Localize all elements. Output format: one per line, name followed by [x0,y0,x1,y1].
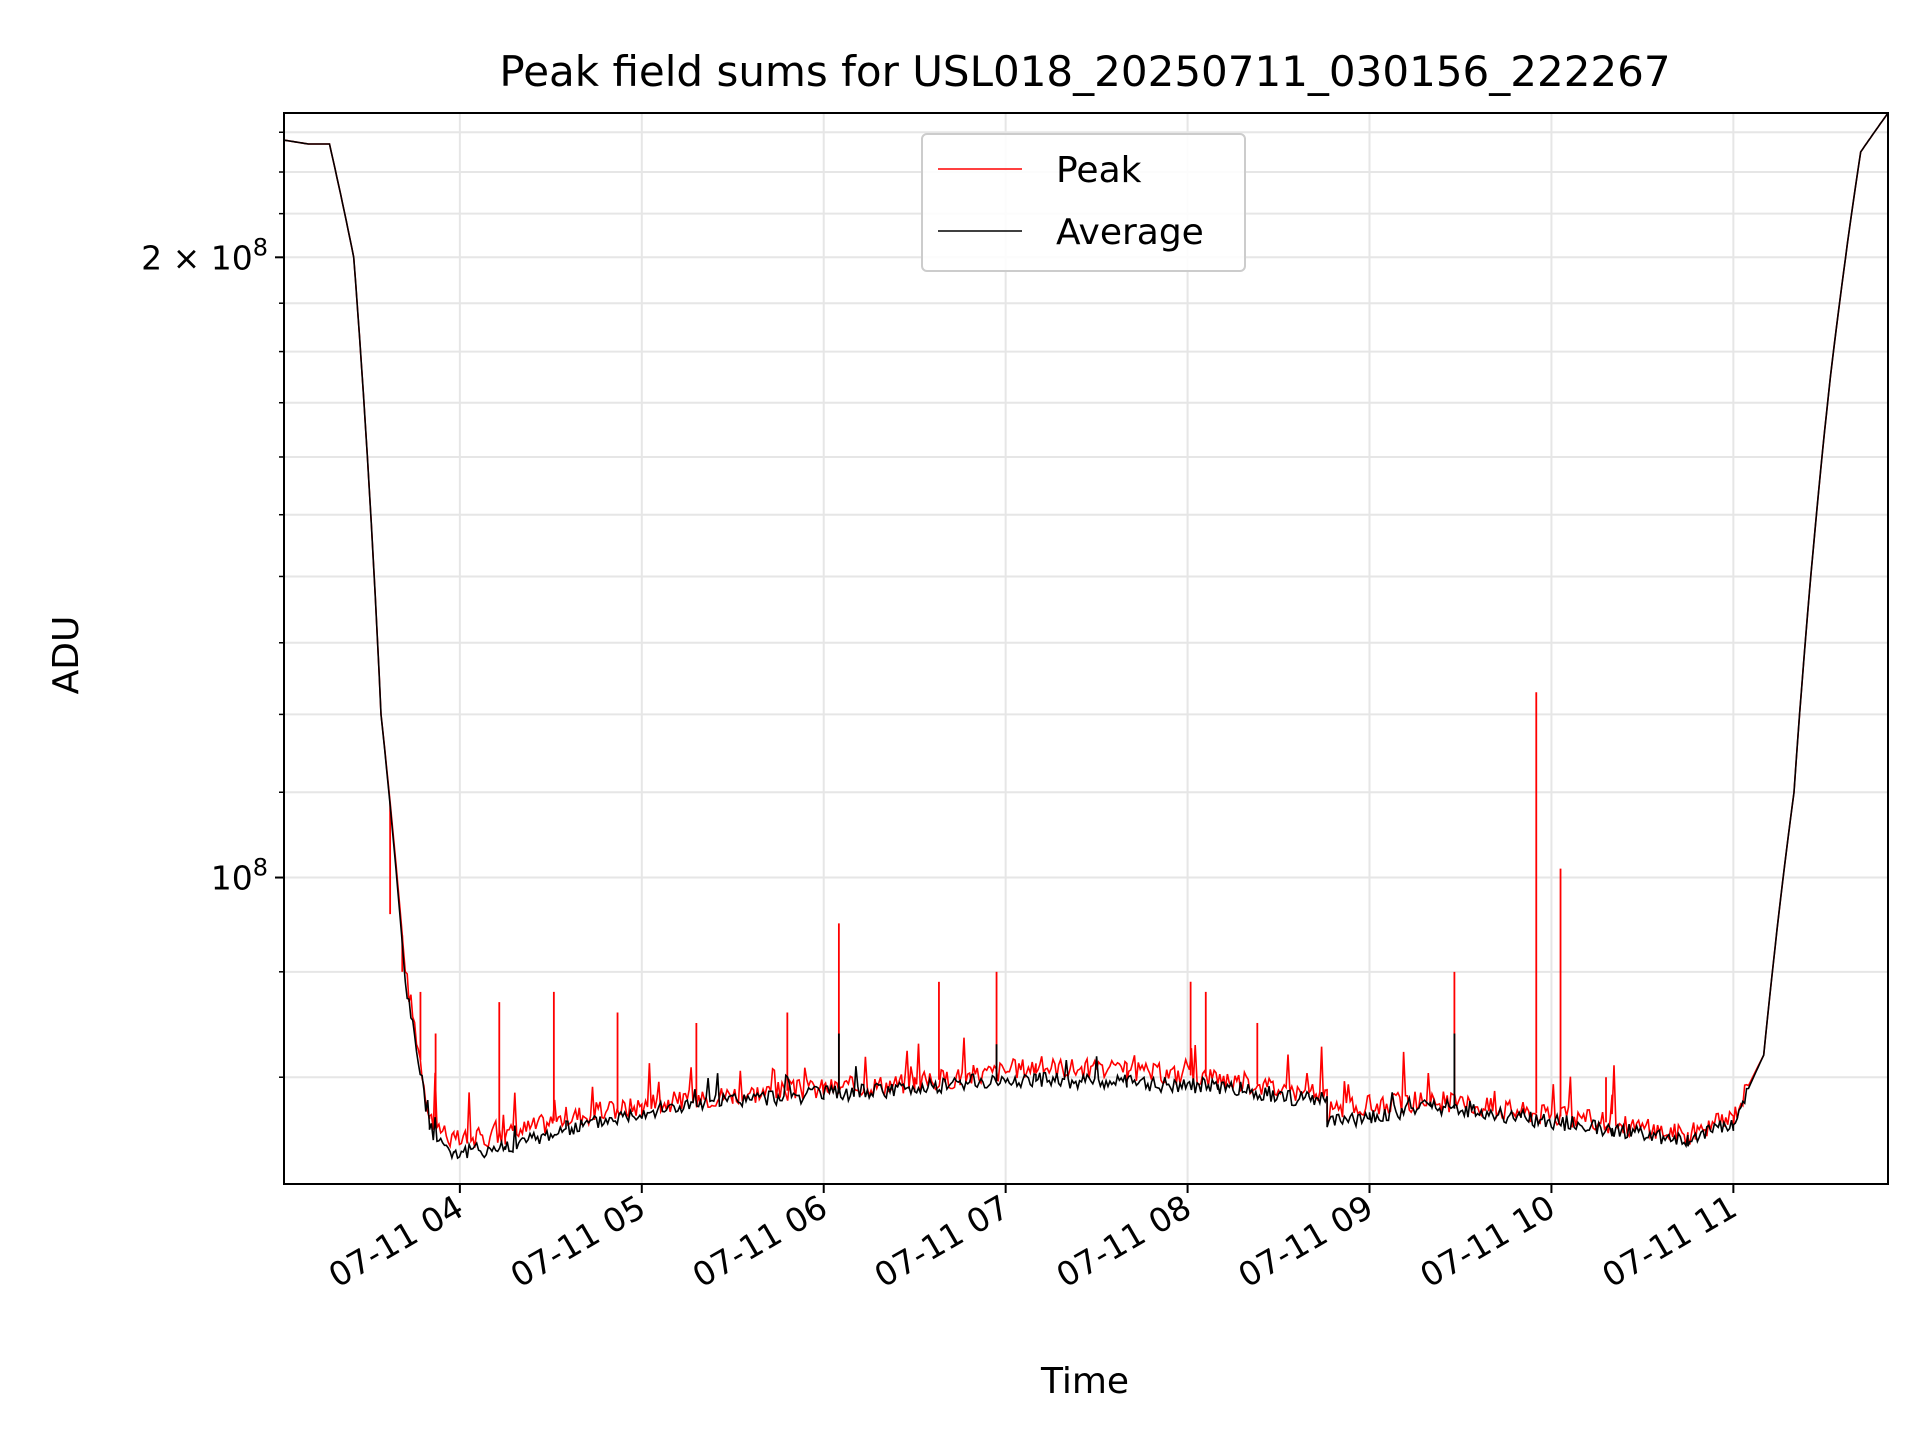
y-axis-label: ADU [46,616,87,695]
legend-peak-label: Peak [1056,150,1142,191]
legend-average-label: Average [1056,212,1204,253]
chart-title: Peak field sums for USL018_20250711_0301… [499,47,1670,96]
series-layer [284,113,1888,1161]
y-axis-ticks: 108 2 × 108 [141,131,284,1078]
legend: Peak Average [921,133,1246,272]
y-tick-label: 2 × 108 [141,233,268,277]
average-series-line [284,113,1888,1161]
plot-frame [283,112,1889,1185]
x-axis-label: Time [1040,1361,1129,1402]
grid [284,113,1888,1184]
y-tick-label: 108 [211,854,268,898]
